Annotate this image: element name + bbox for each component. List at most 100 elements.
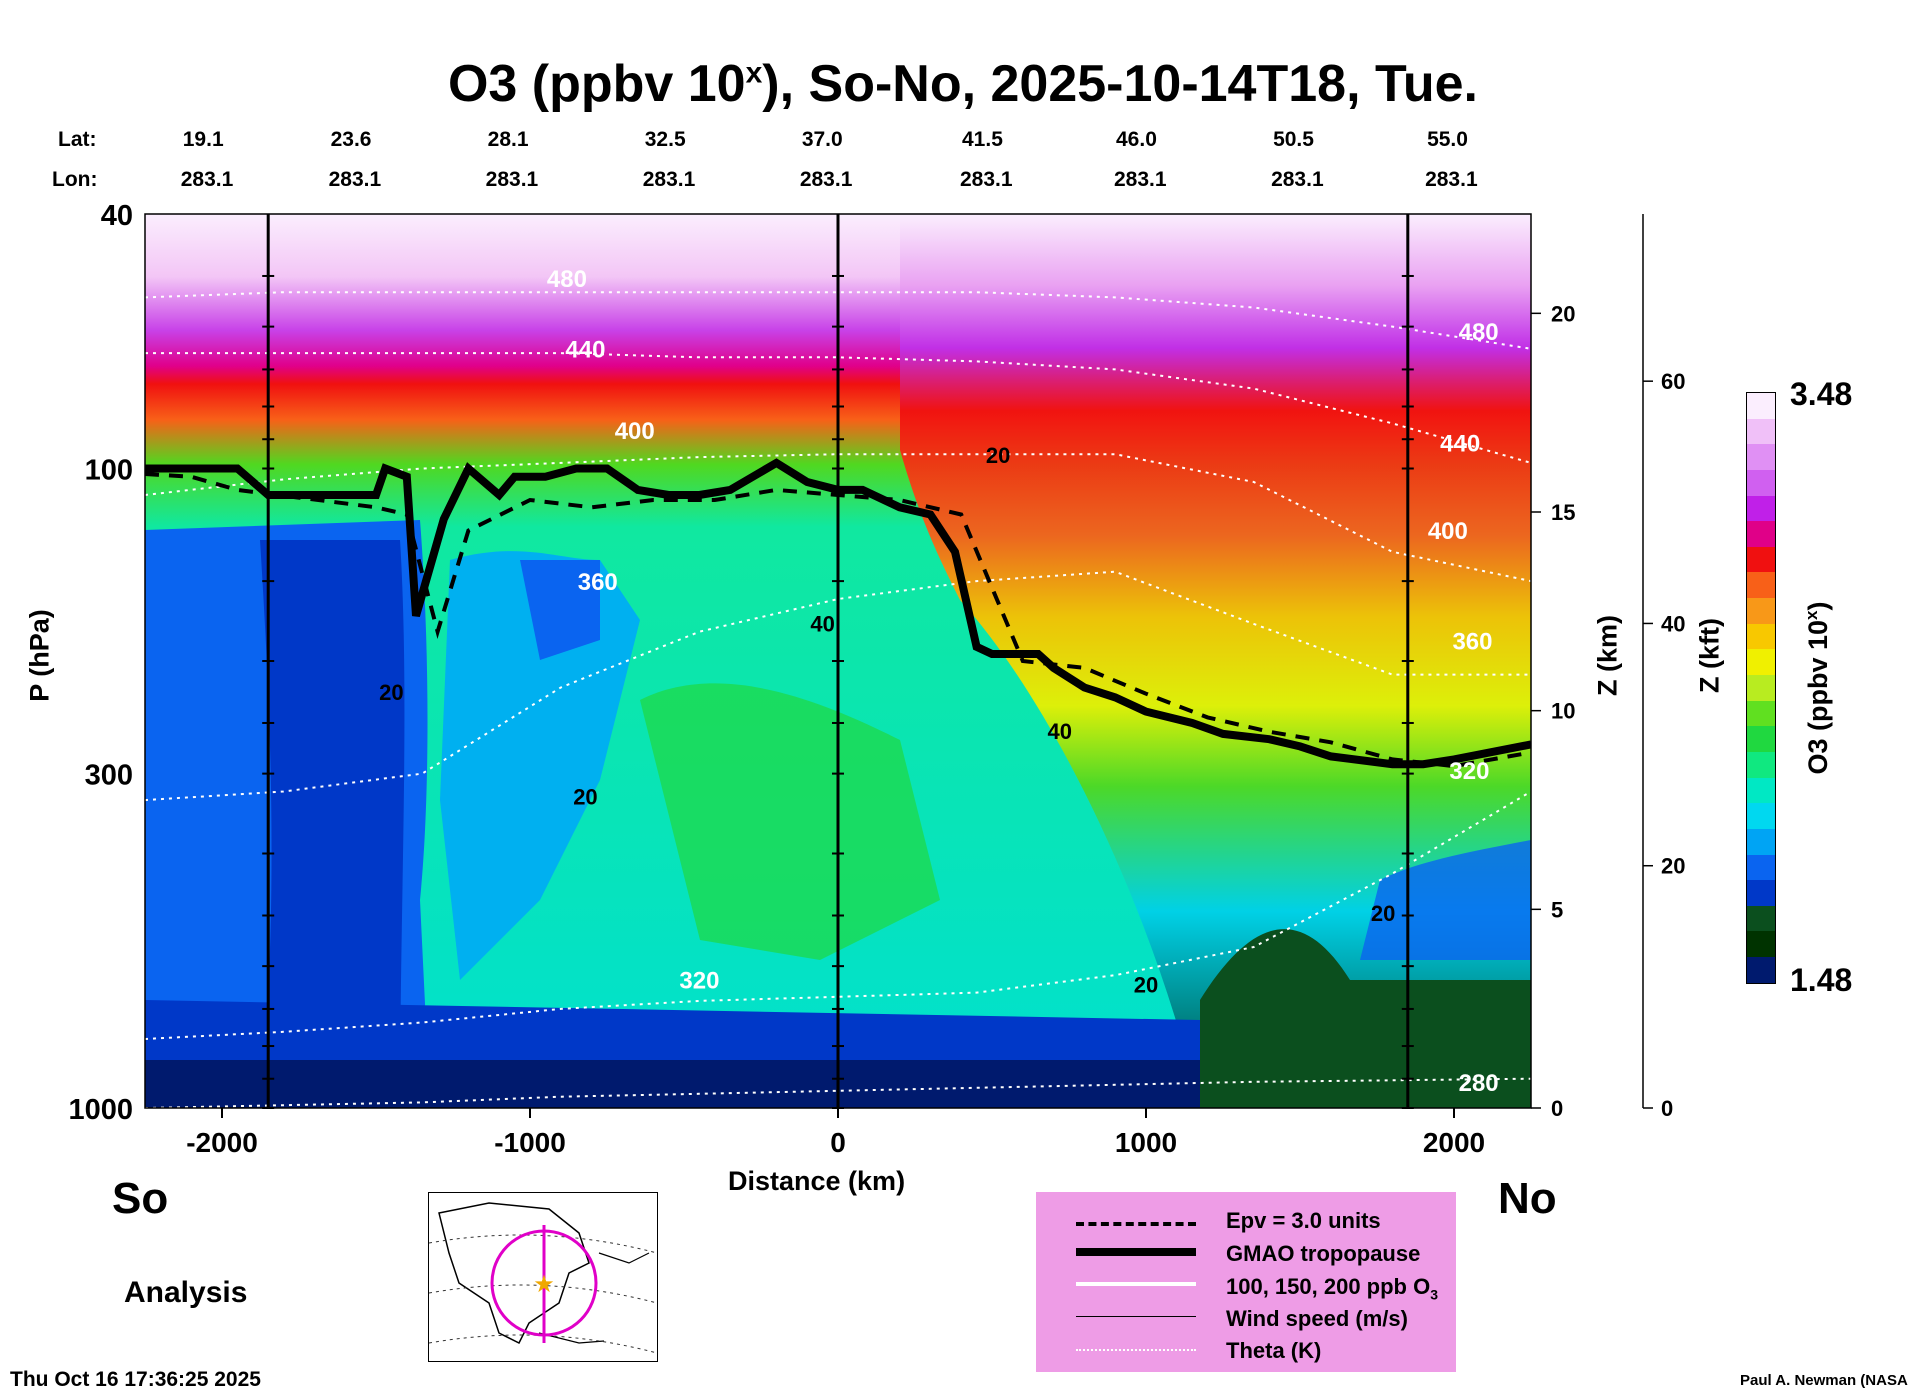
legend-epv-swatch [1076,1222,1196,1226]
wind-label: 20 [986,443,1010,468]
colorbar-segment [1747,931,1775,958]
x-axis-label: Distance (km) [728,1166,906,1196]
theta-label: 280 [1459,1070,1499,1097]
lat-value: 23.6 [330,128,372,151]
x-tick-label: -2000 [186,1127,258,1158]
colorbar-segment [1747,828,1775,855]
epv-line [145,472,1531,769]
colorbar-segment [1747,623,1775,650]
legend-wind-swatch [1076,1316,1196,1317]
lon-value: 283.1 [180,168,234,191]
theta-label: 360 [1452,629,1492,656]
z-kft-tick-label: 20 [1661,854,1685,879]
colorbar-segment [1747,905,1775,932]
theta-label: 360 [578,569,618,596]
colorbar-segment [1747,444,1775,470]
colorbar-segment [1747,880,1775,906]
colorbar-segment [1747,777,1775,804]
colorbar-segment [1747,572,1775,599]
legend-epv: Epv = 3.0 units [1226,1208,1381,1233]
location-map: ★ [428,1192,658,1362]
x-tick-label: 2000 [1423,1127,1485,1158]
legend-trop: GMAO tropopause [1226,1241,1421,1266]
p-tick-label: 100 [85,454,133,486]
lon-value: 283.1 [485,168,539,191]
lon-value: 283.1 [799,168,853,191]
colorbar-segment [1747,649,1775,676]
x-tick-label: 0 [830,1127,846,1158]
legend-wind: Wind speed (m/s) [1226,1306,1408,1331]
colorbar-segment [1747,418,1775,445]
colorbar-label: O3 (ppbv 10x) [1802,601,1833,775]
wind-label: 40 [810,612,834,637]
analysis-label: Analysis [124,1276,248,1309]
theta-line-360 [145,570,1531,802]
legend-o3: 100, 150, 200 ppb O3 [1226,1274,1439,1303]
lat-value: 41.5 [962,128,1003,151]
colorbar-segment [1747,546,1775,573]
wind-label: 20 [573,784,597,809]
colorbar-segment [1747,495,1775,522]
theta-line-400 [145,453,1531,583]
lon-label: Lon: [52,168,98,191]
z-km-tick-label: 5 [1551,897,1563,922]
timestamp: Thu Oct 16 17:36:25 2025 [10,1368,261,1391]
p-tick-label: 40 [101,200,133,232]
theta-label: 320 [1449,758,1489,785]
lon-value: 283.1 [1114,168,1167,191]
colorbar-segment [1747,521,1775,547]
z-km-label: Z (km) [1592,615,1623,696]
z-kft-tick-label: 0 [1661,1096,1673,1121]
p-tick-label: 300 [85,760,133,792]
colorbar-segment [1747,854,1775,881]
theta-label: 480 [547,266,587,293]
theta-label: 440 [565,336,605,363]
center-star-icon: ★ [533,1271,555,1298]
p-tick-label: 1000 [68,1094,133,1126]
legend-theta-swatch [1076,1349,1196,1351]
theta-label: 320 [679,967,719,994]
wind-label: 20 [1371,901,1395,926]
colorbar-min: 1.48 [1790,962,1853,998]
colorbar [1746,392,1776,984]
colorbar-segment [1747,803,1775,829]
legend-o3-swatch [1076,1282,1196,1286]
colorbar-segment [1747,598,1775,624]
theta-label: 400 [1428,518,1468,545]
credit: Paul A. Newman (NASA [1740,1372,1908,1389]
x-tick-label: -1000 [494,1127,566,1158]
lon-value: 283.1 [1271,168,1324,191]
south-label: So [112,1174,169,1223]
y-axis-label: P (hPa) [24,609,55,702]
lon-value: 283.1 [1425,168,1478,191]
z-kft-tick-label: 40 [1661,611,1685,636]
lon-value: 283.1 [642,168,696,191]
wind-label: 20 [379,680,403,705]
lat-value: 46.0 [1116,128,1157,151]
lon-value: 283.1 [960,168,1013,191]
legend: Epv = 3.0 units GMAO tropopause 100, 150… [1036,1192,1456,1372]
x-tick-label: 1000 [1115,1127,1177,1158]
lat-value: 28.1 [487,128,529,151]
z-kft-tick-label: 60 [1661,369,1685,394]
legend-theta: Theta (K) [1226,1338,1322,1363]
wind-label: 40 [1048,719,1072,744]
colorbar-max: 3.48 [1790,376,1853,412]
lat-value: 32.5 [644,128,686,151]
colorbar-segment [1747,675,1775,701]
colorbar-segment [1747,393,1775,419]
colorbar-segment [1747,469,1775,496]
legend-trop-swatch [1076,1248,1196,1256]
chart-title: O3 (ppbv 10x), So-No, 2025-10-14T18, Tue… [447,55,1479,113]
theta-label: 400 [615,418,655,445]
lat-value: 37.0 [801,128,843,151]
continent-outline [438,1202,590,1345]
lat-value: 55.0 [1427,128,1468,151]
lat-value: 50.5 [1273,128,1314,151]
z-kft-label: Z (kft) [1694,618,1725,693]
theta-label: 440 [1440,430,1480,457]
colorbar-segment [1747,700,1775,727]
z-km-tick-label: 0 [1551,1096,1563,1121]
wind-label: 20 [1134,973,1158,998]
